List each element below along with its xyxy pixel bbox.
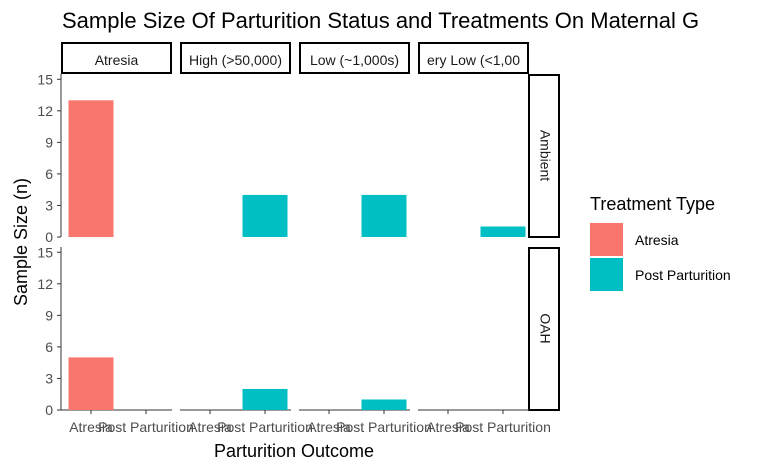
chart-title: Sample Size Of Parturition Status and Tr… (62, 8, 699, 33)
bar (68, 100, 114, 238)
facet-strip-label: ery Low (<1,00 (427, 52, 520, 68)
bar (361, 399, 407, 410)
y-tick-label: 9 (45, 134, 53, 150)
x-tick-label: Post Parturition (98, 419, 194, 435)
x-tick-label: Atresia (188, 419, 232, 435)
x-tick-label: Post Parturition (455, 419, 551, 435)
bar (242, 194, 288, 237)
x-axis-title: Parturition Outcome (214, 441, 374, 461)
facet-strip-column (418, 42, 529, 74)
bar (361, 194, 407, 237)
legend-swatch (590, 258, 623, 291)
y-tick-label: 15 (37, 71, 53, 87)
legend-label: Post Parturition (635, 267, 731, 283)
y-tick-label: 3 (45, 370, 53, 386)
y-tick-label: 12 (37, 276, 53, 292)
x-tick-label: Atresia (307, 419, 351, 435)
legend-title: Treatment Type (590, 194, 715, 214)
y-tick-label: 9 (45, 307, 53, 323)
bar (68, 357, 114, 410)
y-tick-label: 6 (45, 339, 53, 355)
x-tick-label: Atresia (69, 419, 113, 435)
legend-swatch (590, 223, 623, 256)
bar (242, 388, 288, 410)
bar (480, 226, 526, 237)
y-tick-label: 0 (45, 229, 53, 245)
y-tick-label: 0 (45, 402, 53, 418)
facet-strip-column (61, 42, 172, 74)
legend-label: Atresia (635, 232, 679, 248)
facet-strip-row (528, 247, 560, 411)
y-tick-label: 6 (45, 166, 53, 182)
y-tick-label: 12 (37, 103, 53, 119)
facet-strip-row-label: Ambient (537, 130, 553, 181)
y-tick-label: 3 (45, 197, 53, 213)
x-tick-label: Post Parturition (217, 419, 313, 435)
facet-strip-column (299, 42, 410, 74)
facet-strip-label: High (>50,000) (189, 52, 282, 68)
facet-strip-column (180, 42, 291, 74)
facet-strip-label: Atresia (95, 52, 139, 68)
facet-strip-row-label: OAH (537, 313, 553, 343)
x-tick-label: Post Parturition (336, 419, 432, 435)
y-tick-label: 15 (37, 244, 53, 260)
facet-strip-label: Low (~1,000s) (310, 52, 399, 68)
x-tick-label: Atresia (426, 419, 470, 435)
facet-strip-row (528, 74, 560, 238)
y-axis-title: Sample Size (n) (11, 178, 31, 306)
